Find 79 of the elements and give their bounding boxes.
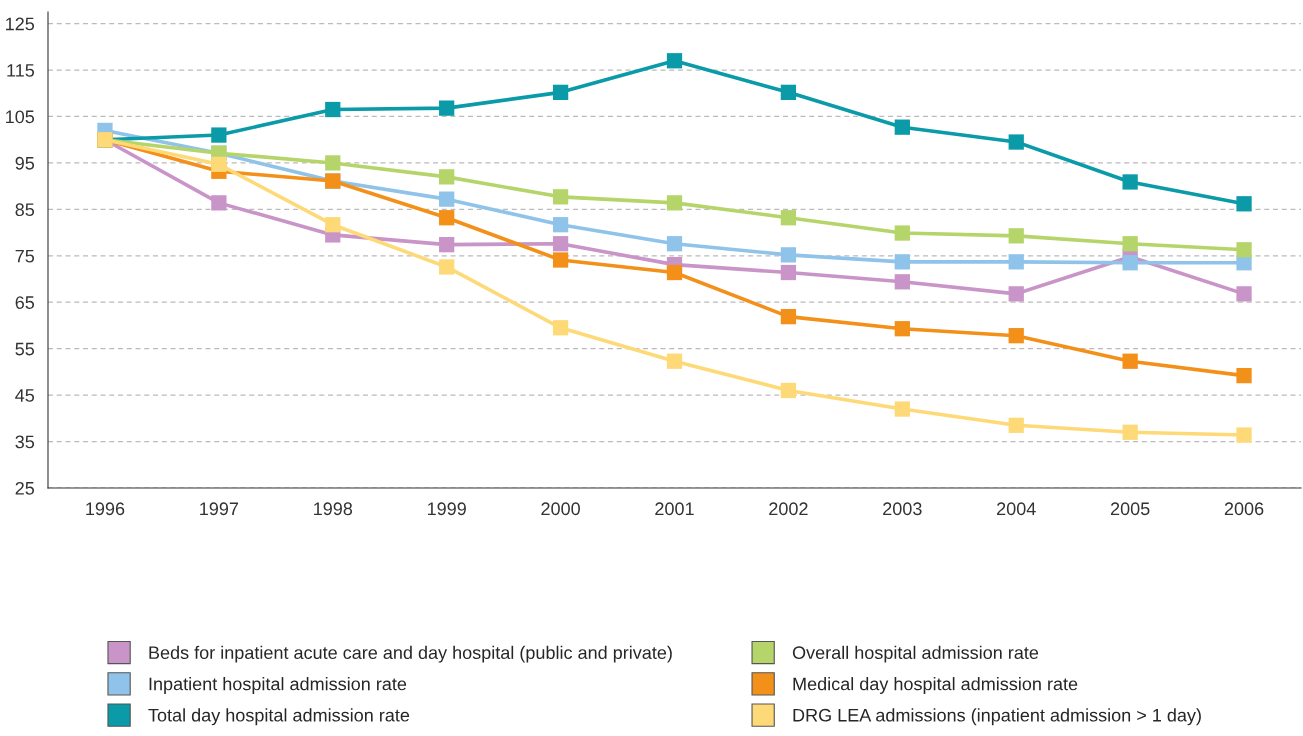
point [211, 195, 227, 211]
point [1008, 134, 1024, 150]
point [211, 127, 227, 143]
x-tick-label: 2000 [541, 502, 580, 516]
point [552, 217, 569, 233]
point [666, 236, 683, 252]
point [1122, 424, 1138, 440]
x-tick-label: 2005 [1110, 502, 1150, 516]
y-tick-label: 25 [15, 481, 35, 495]
y-tick-label: 125 [6, 17, 35, 31]
x-tick-label: 2006 [1224, 502, 1264, 516]
point [439, 191, 455, 207]
point [552, 252, 569, 268]
point [666, 264, 683, 281]
point [1122, 255, 1138, 271]
point [894, 225, 910, 241]
point [325, 101, 341, 118]
y-tick-label: 35 [15, 435, 35, 449]
y-tick-label: 95 [15, 156, 35, 170]
legend-label: Beds for inpatient acute care and day hospital (public and private) [149, 645, 672, 663]
y-tick-label: 75 [15, 249, 35, 263]
point [1236, 286, 1252, 302]
x-tick-label: 2003 [883, 502, 922, 516]
point [439, 237, 455, 253]
y-tick-label: 115 [7, 64, 35, 77]
point [439, 100, 455, 116]
point [894, 254, 910, 270]
point [325, 155, 341, 171]
point [780, 382, 797, 399]
point [439, 259, 455, 275]
point [666, 353, 683, 369]
point [1122, 353, 1138, 369]
point [1122, 236, 1138, 252]
point [780, 84, 797, 100]
point [780, 264, 797, 281]
point [325, 217, 341, 233]
y-tick-label: 45 [15, 389, 35, 402]
point [552, 84, 569, 100]
point [1008, 417, 1024, 433]
point [780, 210, 797, 226]
point [552, 320, 569, 336]
legend-label: Inpatient hospital admission rate [149, 677, 407, 694]
point [1236, 427, 1252, 443]
point [894, 401, 910, 417]
legend-label: Total day hospital admission rate [148, 708, 410, 726]
x-tick-label: 1999 [427, 502, 466, 516]
point [894, 274, 910, 290]
y-tick-label: 55 [15, 342, 35, 356]
point [1008, 228, 1024, 244]
point [1008, 328, 1024, 344]
point [666, 195, 683, 211]
legend-label: Medical day hospital admission rate [793, 677, 1078, 694]
x-tick-label: 2002 [769, 502, 808, 516]
point [1236, 242, 1252, 258]
point [894, 321, 910, 337]
point [1008, 286, 1024, 302]
x-tick-label: 1997 [200, 502, 239, 516]
x-tick-label: 2004 [997, 502, 1036, 516]
x-tick-label: 1998 [314, 502, 353, 516]
y-tick-label: 105 [6, 110, 35, 124]
y-tick-label: 85 [15, 203, 35, 217]
point [1122, 174, 1138, 190]
point [552, 189, 569, 205]
point [1008, 254, 1024, 270]
legend-label: Overall hospital admission rate [792, 645, 1039, 663]
point [439, 169, 455, 185]
x-tick-label: 1996 [86, 502, 125, 516]
point [780, 309, 797, 325]
point [1236, 367, 1252, 384]
y-tick-label: 65 [15, 296, 35, 309]
point [1236, 196, 1252, 212]
point [439, 210, 455, 226]
point [894, 119, 910, 135]
point [552, 236, 569, 252]
point [780, 247, 797, 263]
point [666, 53, 683, 69]
x-tick-label: 2001 [655, 502, 694, 516]
legend-label: DRG LEA admissions (inpatient admission > 1 day) [793, 708, 1201, 726]
point [211, 156, 227, 172]
